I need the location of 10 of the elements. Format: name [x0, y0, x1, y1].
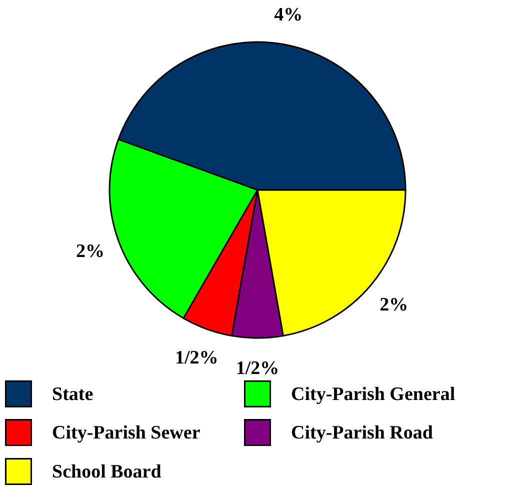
- data-label: 2%: [380, 294, 408, 316]
- data-label: 4%: [274, 4, 303, 26]
- data-label: 1/2%: [236, 358, 280, 379]
- legend-label: City-Parish General: [291, 384, 456, 405]
- data-label: 2%: [76, 240, 104, 262]
- legend-label: State: [52, 384, 94, 405]
- legend-label: School Board: [52, 462, 162, 482]
- data-label: 1/2%: [174, 347, 218, 368]
- legend-label: City-Parish Road: [291, 422, 434, 444]
- legend-label: City-Parish Sewer: [52, 422, 201, 444]
